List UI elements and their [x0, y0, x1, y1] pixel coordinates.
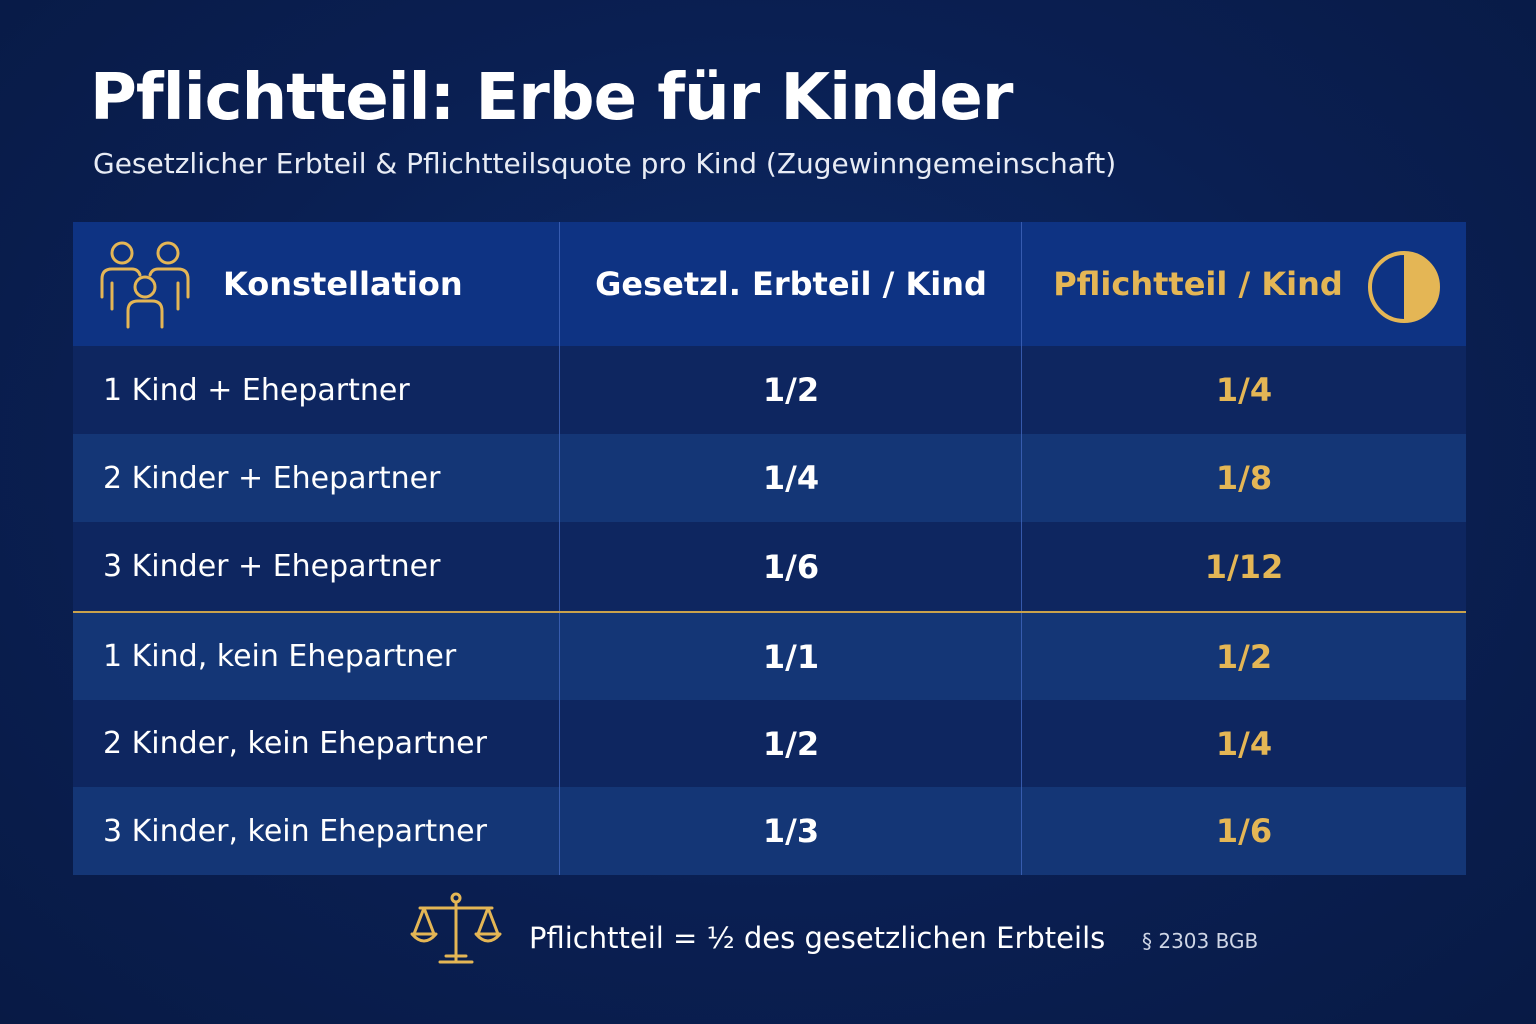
table-row: 1 Kind, kein Ehepartner 1/1 1/2	[73, 613, 1466, 700]
scale-icon	[410, 890, 502, 974]
cell-konstellation: 1 Kind, kein Ehepartner	[103, 639, 457, 674]
half-circle-icon	[1367, 250, 1441, 328]
cell-konstellation: 2 Kinder + Ehepartner	[103, 460, 441, 496]
header-erbteil: Gesetzl. Erbteil / Kind	[595, 265, 987, 303]
section-divider	[73, 611, 1466, 613]
table-row: 3 Kinder + Ehepartner 1/6 1/12	[73, 522, 1466, 611]
people-icon	[98, 239, 193, 338]
formula-text: Pflichtteil = ½ des gesetzlichen Erbteil…	[529, 921, 1106, 955]
cell-pflichtteil: 1/8	[1215, 459, 1273, 497]
page-title: Pflichtteil: Erbe für Kinder	[90, 61, 1013, 135]
inheritance-table: Konstellation Gesetzl. Erbteil / Kind Pf…	[73, 222, 1466, 875]
law-reference: § 2303 BGB	[1142, 929, 1259, 953]
cell-pflichtteil: 1/4	[1215, 724, 1273, 763]
cell-konstellation: 3 Kinder + Ehepartner	[103, 549, 441, 584]
table-row: 2 Kinder, kein Ehepartner 1/2 1/4	[73, 700, 1466, 787]
cell-pflichtteil: 1/4	[1215, 371, 1273, 409]
cell-pflichtteil: 1/2	[1215, 637, 1273, 676]
cell-erbteil: 1/1	[762, 637, 820, 676]
cell-konstellation: 3 Kinder, kein Ehepartner	[103, 813, 487, 849]
footer-note: Pflichtteil = ½ des gesetzlichen Erbteil…	[410, 890, 1310, 970]
cell-pflichtteil: 1/6	[1215, 812, 1273, 850]
column-divider	[1021, 222, 1022, 875]
cell-erbteil: 1/3	[762, 812, 820, 850]
cell-erbteil: 1/6	[762, 547, 820, 586]
table-row: 2 Kinder + Ehepartner 1/4 1/8	[73, 434, 1466, 522]
cell-erbteil: 1/2	[762, 371, 820, 409]
cell-erbteil: 1/4	[762, 459, 820, 497]
cell-pflichtteil: 1/12	[1204, 547, 1284, 586]
cell-erbteil: 1/2	[762, 724, 820, 763]
table-header: Konstellation Gesetzl. Erbteil / Kind Pf…	[73, 222, 1466, 346]
column-divider	[559, 222, 560, 875]
table-row: 1 Kind + Ehepartner 1/2 1/4	[73, 346, 1466, 434]
table-row: 3 Kinder, kein Ehepartner 1/3 1/6	[73, 787, 1466, 875]
page-subtitle: Gesetzlicher Erbteil & Pflichtteilsquote…	[93, 147, 1117, 180]
header-konstellation: Konstellation	[223, 265, 463, 303]
cell-konstellation: 2 Kinder, kein Ehepartner	[103, 726, 487, 761]
header-pflichtteil: Pflichtteil / Kind	[1053, 265, 1343, 303]
cell-konstellation: 1 Kind + Ehepartner	[103, 372, 410, 408]
